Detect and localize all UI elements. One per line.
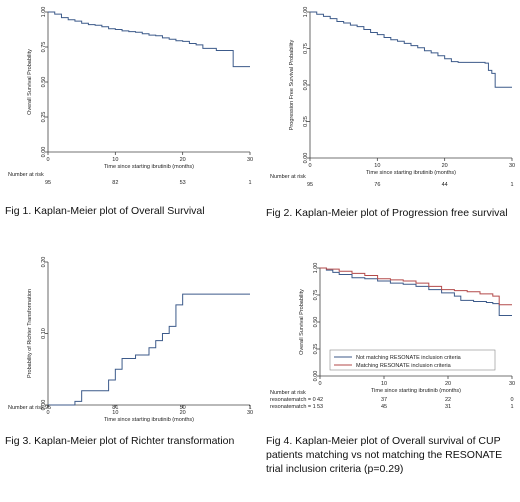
risk-value: 82 bbox=[112, 180, 118, 186]
chart-panel-fig1: 0.00 0.25 0.50 0.75 1.00 0 10 20 30 Time since st… bbox=[0, 0, 260, 230]
y-tick-label: 0.75 bbox=[313, 290, 319, 301]
y-tick-label: 0.00 bbox=[41, 400, 47, 411]
legend-box bbox=[329, 349, 496, 371]
risk-value: 53 bbox=[180, 180, 186, 186]
km-chart-fig1: 0.00 0.25 0.50 0.75 1.00 0 10 20 30 Time since st… bbox=[8, 7, 253, 186]
x-axis-label: Time since starting ibrutinib (months) bbox=[371, 388, 461, 394]
risk-value: 31 bbox=[445, 404, 451, 410]
risk-table-label: Number at risk bbox=[270, 390, 306, 396]
chart-panel-fig2: 0.00 0.25 0.50 0.75 1.00 0 10 20 30 Time since st… bbox=[262, 0, 520, 230]
risk-table-label: Number at risk bbox=[270, 174, 306, 180]
x-tick-label: 20 bbox=[445, 381, 451, 387]
x-axis-label: Time since starting ibrutinib (months) bbox=[366, 170, 456, 176]
km-curve-1 bbox=[48, 11, 250, 68]
risk-value: 42 bbox=[317, 397, 323, 403]
risk-value: 1 bbox=[248, 180, 251, 186]
risk-value: 22 bbox=[445, 397, 451, 403]
x-tick-label: 0 bbox=[46, 410, 49, 416]
y-axis-label: Probability of Richter Transformation bbox=[27, 289, 33, 378]
x-tick-label: 0 bbox=[308, 163, 311, 169]
y-axis-label: Overall Survival Probability bbox=[299, 289, 305, 355]
x-tick-label: 20 bbox=[442, 163, 448, 169]
x-tick-label: 10 bbox=[374, 163, 380, 169]
x-axis-label: Time since starting ibrutinib (months) bbox=[104, 164, 194, 170]
y-tick-label: 0.25 bbox=[303, 116, 309, 127]
risk-value: 95 bbox=[307, 182, 313, 188]
y-tick-label: 0.50 bbox=[303, 80, 309, 91]
risk-value: 50 bbox=[180, 405, 186, 411]
risk-value: 1 bbox=[248, 405, 251, 411]
risk-row-name: resonatematch = 1 bbox=[270, 404, 316, 410]
y-axis-label: Overall Survival Probability bbox=[27, 49, 33, 115]
plot-area-fig2: 0.00 0.25 0.50 0.75 1.00 0 10 20 30 Time since st… bbox=[270, 7, 515, 188]
x-tick-label: 30 bbox=[509, 163, 515, 169]
y-tick-label: 0.10 bbox=[41, 328, 47, 339]
km-curve-2 bbox=[320, 267, 512, 306]
y-tick-label: 0.75 bbox=[303, 43, 309, 54]
risk-value: 45 bbox=[381, 404, 387, 410]
risk-value: 0 bbox=[510, 397, 513, 403]
risk-value: 1 bbox=[510, 182, 513, 188]
risk-value: 95 bbox=[45, 180, 51, 186]
caption-fig3: Fig 3. Kaplan-Meier plot of Richter tran… bbox=[5, 435, 235, 447]
km-chart-fig2: 0.00 0.25 0.50 0.75 1.00 0 10 20 30 Time since st… bbox=[270, 7, 515, 188]
km-curve-1 bbox=[310, 11, 512, 88]
legend-label: Matching RESONATE inclusion criteria bbox=[356, 363, 452, 369]
risk-table-label: Number at risk bbox=[8, 405, 44, 411]
y-tick-label: 0.20 bbox=[41, 257, 47, 268]
y-tick-label: 0.75 bbox=[41, 42, 47, 53]
x-tick-label: 30 bbox=[247, 410, 253, 416]
km-curve-1 bbox=[48, 293, 250, 406]
y-tick-label: 0.50 bbox=[41, 77, 47, 88]
y-axis-label: Progression Free Survival Probability bbox=[289, 40, 295, 131]
plot-area-fig1: 0.00 0.25 0.50 0.75 1.00 0 10 20 30 Time since st… bbox=[8, 7, 253, 186]
x-tick-label: 30 bbox=[247, 157, 253, 163]
x-tick-label: 20 bbox=[180, 157, 186, 163]
caption-fig2: Fig 2. Kaplan-Meier plot of Progression … bbox=[266, 207, 508, 219]
y-tick-label: 1.00 bbox=[313, 263, 319, 274]
caption-fig1: Fig 1. Kaplan-Meier plot of Overall Surv… bbox=[5, 205, 205, 217]
risk-value: 37 bbox=[381, 397, 387, 403]
risk-value: 53 bbox=[317, 404, 323, 410]
km-chart-fig3: 0.00 0.10 0.20 0 10 20 30 Time since starting i… bbox=[8, 257, 253, 423]
plot-area-fig3: 0.00 0.10 0.20 0 10 20 30 Time since starting i… bbox=[8, 257, 253, 423]
x-axis-label: Time since starting ibrutinib (months) bbox=[104, 417, 194, 423]
risk-value: 44 bbox=[442, 182, 448, 188]
risk-value: 1 bbox=[510, 404, 513, 410]
x-tick-label: 10 bbox=[381, 381, 387, 387]
y-tick-label: 0.00 bbox=[41, 147, 47, 158]
risk-row-name: resonatematch = 0 bbox=[270, 397, 316, 403]
caption-fig4: Fig 4. Kaplan-Meier plot of Overall surv… bbox=[266, 435, 503, 475]
chart-panel-fig4: 0.00 0.25 0.50 0.75 1.00 0 10 20 30 Time since st… bbox=[262, 250, 520, 450]
risk-table-label: Number at risk bbox=[8, 172, 44, 178]
y-tick-label: 0.25 bbox=[41, 112, 47, 123]
legend-label: Not matching RESONATE inclusion criteria bbox=[356, 355, 462, 361]
y-tick-label: 0.00 bbox=[303, 153, 309, 164]
x-tick-label: 20 bbox=[180, 410, 186, 416]
y-tick-label: 1.00 bbox=[303, 7, 309, 18]
x-tick-label: 10 bbox=[112, 157, 118, 163]
y-tick-label: 1.00 bbox=[41, 7, 47, 18]
y-tick-label: 0.00 bbox=[313, 371, 319, 382]
risk-value: 76 bbox=[374, 182, 380, 188]
chart-panel-fig3: 0.00 0.10 0.20 0 10 20 30 Time since starting i… bbox=[0, 250, 260, 450]
km-curve-1 bbox=[320, 267, 512, 317]
risk-value: 81 bbox=[112, 405, 118, 411]
y-tick-label: 0.50 bbox=[313, 317, 319, 328]
x-tick-label: 0 bbox=[46, 157, 49, 163]
x-tick-label: 30 bbox=[509, 381, 515, 387]
risk-value: 95 bbox=[45, 405, 51, 411]
x-tick-label: 0 bbox=[318, 381, 321, 387]
y-tick-label: 0.25 bbox=[313, 344, 319, 355]
x-tick-label: 10 bbox=[112, 410, 118, 416]
